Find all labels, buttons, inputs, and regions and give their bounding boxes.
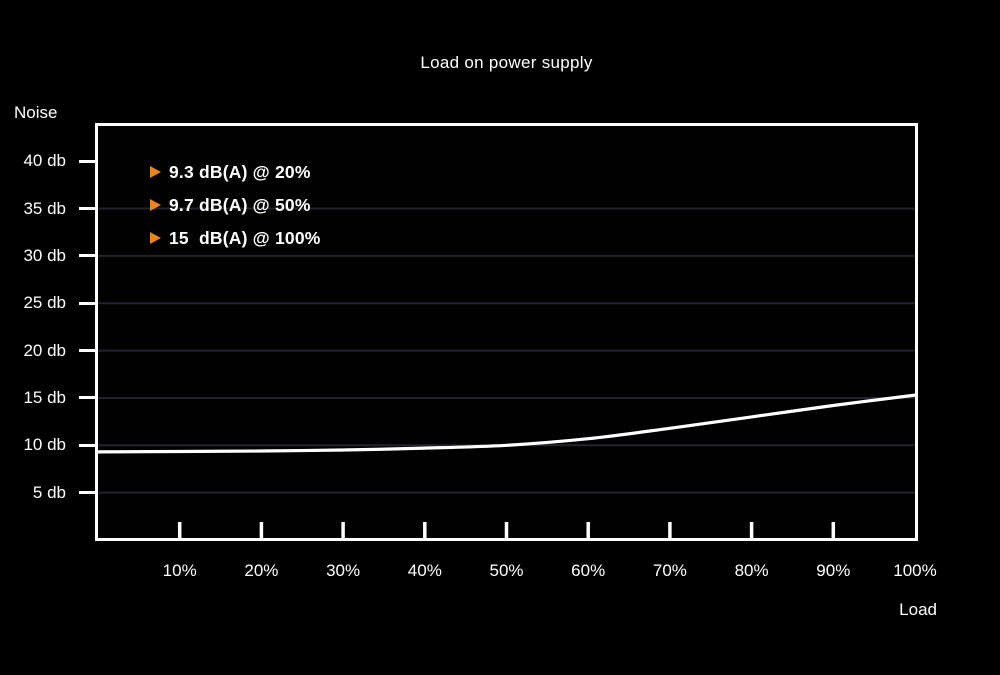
legend-row-3: 15 dB(A) @ 100% <box>150 227 321 249</box>
x-tick-label-30%: 30% <box>326 561 361 580</box>
legend-row-2: 9.7 dB(A) @ 50% <box>150 194 321 216</box>
legend: 9.3 dB(A) @ 20% 9.7 dB(A) @ 50% 15 dB(A) @… <box>150 161 321 260</box>
chart-title: Load on power supply <box>420 53 593 72</box>
triangle-marker-icon <box>150 199 161 211</box>
y-tick-label-10db: 10 db <box>23 435 66 455</box>
x-tick-label-10%: 10% <box>162 561 197 580</box>
x-axis-title: Load <box>899 600 937 619</box>
x-tick-mark-50% <box>504 522 509 538</box>
x-tick-mark-60% <box>586 522 590 538</box>
x-tick-mark-20% <box>259 522 264 538</box>
x-tick-label-20%: 20% <box>244 561 279 580</box>
triangle-marker-icon <box>150 166 161 178</box>
y-tick-mark-20db <box>79 349 96 353</box>
y-tick-mark-30db <box>79 254 96 258</box>
x-tick-mark-30% <box>341 522 345 538</box>
x-tick-mark-80% <box>749 522 754 538</box>
y-tick-mark-5db <box>79 491 96 495</box>
x-tick-label-70%: 70% <box>652 561 687 580</box>
x-tick-mark-40% <box>423 522 427 538</box>
y-tick-label-15db: 15 db <box>23 387 66 407</box>
y-tick-label-40db: 40 db <box>23 151 66 171</box>
legend-label: 9.3 dB(A) @ 20% <box>169 161 311 182</box>
x-tick-label-60%: 60% <box>571 561 606 580</box>
y-tick-label-30db: 30 db <box>23 245 66 265</box>
legend-row-1: 9.3 dB(A) @ 20% <box>150 161 321 183</box>
y-tick-mark-10db <box>79 443 96 447</box>
y-tick-label-35db: 35 db <box>23 198 66 218</box>
y-tick-mark-35db <box>79 207 96 211</box>
y-tick-label-20db: 20 db <box>23 340 66 360</box>
triangle-marker-icon <box>150 232 161 244</box>
x-tick-label-90%: 90% <box>816 561 851 580</box>
x-tick-label-50%: 50% <box>489 561 524 580</box>
x-tick-label-40%: 40% <box>407 561 442 580</box>
y-axis-title: Noise <box>14 103 58 122</box>
noise-curve <box>98 393 915 454</box>
x-tick-mark-70% <box>668 522 672 538</box>
plot-area: 9.3 dB(A) @ 20% 9.7 dB(A) @ 50% 15 dB(A) @… <box>95 123 918 541</box>
x-tick-mark-90% <box>831 522 836 538</box>
x-tick-label-100%: 100% <box>893 561 937 580</box>
x-tick-mark-10% <box>177 522 182 538</box>
y-tick-label-25db: 25 db <box>23 293 66 313</box>
plot-canvas <box>98 207 915 538</box>
x-tick-label-80%: 80% <box>734 561 769 580</box>
y-tick-label-5db: 5 db <box>32 482 66 502</box>
y-tick-mark-15db <box>79 396 96 400</box>
legend-label: 15 dB(A) @ 100% <box>169 227 321 248</box>
y-tick-mark-25db <box>79 301 96 305</box>
y-tick-mark-40db <box>79 159 96 163</box>
legend-label: 9.7 dB(A) @ 50% <box>169 194 311 215</box>
